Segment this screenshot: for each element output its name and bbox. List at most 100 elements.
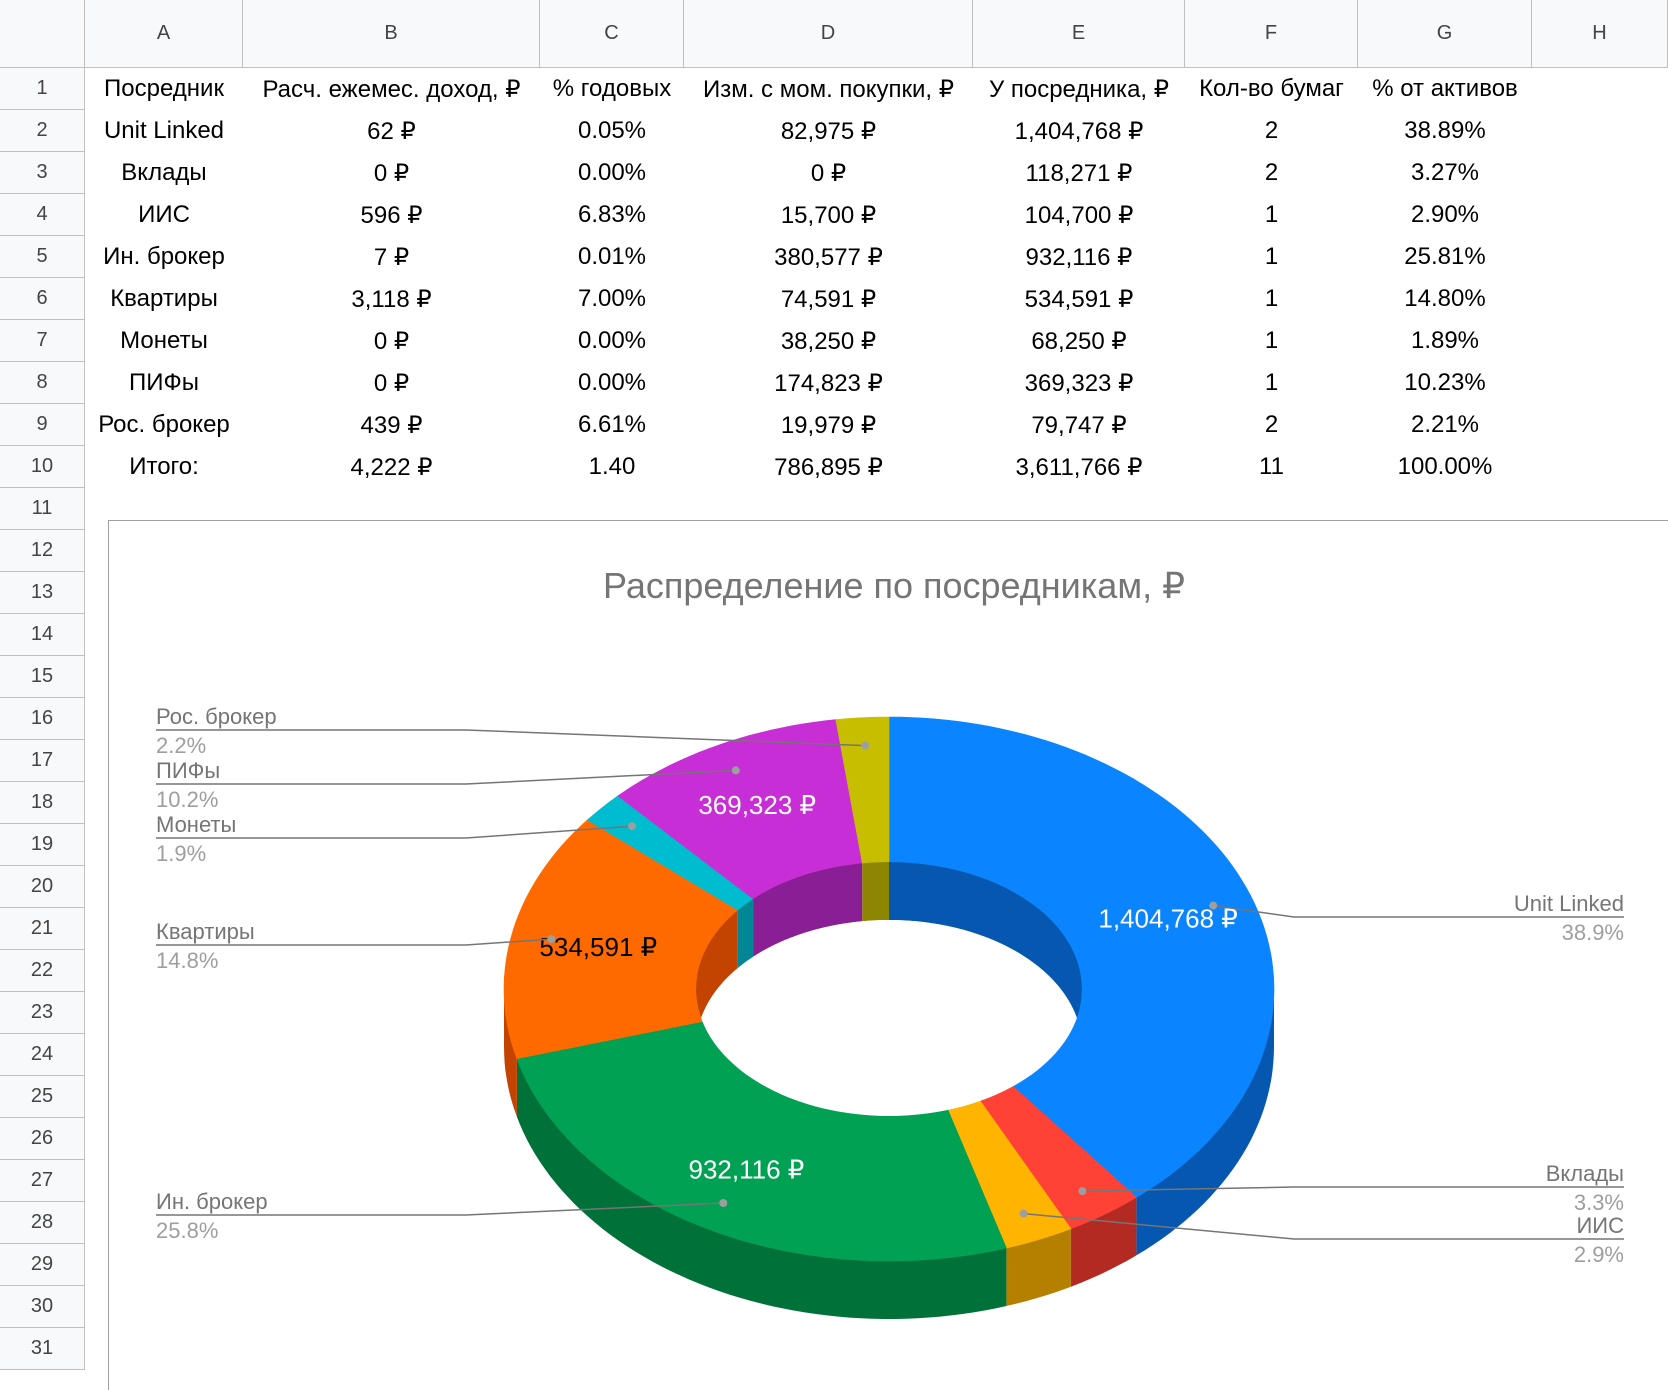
table-cell[interactable]: 4,222 ₽ bbox=[350, 453, 433, 481]
header-cell[interactable]: Кол-во бумаг bbox=[1199, 75, 1344, 102]
row-header-27[interactable]: 27 bbox=[0, 1160, 85, 1202]
table-cell[interactable]: 79,747 ₽ bbox=[1031, 411, 1127, 439]
column-header-A[interactable]: A bbox=[85, 0, 243, 68]
table-cell[interactable]: 25.81% bbox=[1404, 243, 1486, 270]
table-cell[interactable]: 3,611,766 ₽ bbox=[1015, 453, 1143, 481]
row-header-17[interactable]: 17 bbox=[0, 740, 85, 782]
row-header-26[interactable]: 26 bbox=[0, 1118, 85, 1160]
table-cell[interactable]: 369,323 ₽ bbox=[1024, 369, 1134, 397]
table-cell[interactable]: 62 ₽ bbox=[367, 117, 416, 145]
table-cell[interactable]: 2.90% bbox=[1410, 201, 1480, 228]
table-cell[interactable]: 1 bbox=[1264, 369, 1279, 396]
header-cell[interactable]: % годовых bbox=[552, 75, 672, 102]
table-cell[interactable]: 104,700 ₽ bbox=[1024, 201, 1134, 229]
table-cell[interactable]: 6.83% bbox=[577, 201, 647, 228]
table-cell[interactable]: 15,700 ₽ bbox=[780, 201, 877, 229]
table-cell[interactable]: 7.00% bbox=[577, 285, 647, 312]
table-cell[interactable]: 0.00% bbox=[577, 159, 647, 186]
table-cell[interactable]: 596 ₽ bbox=[360, 201, 423, 229]
row-header-5[interactable]: 5 bbox=[0, 236, 85, 278]
table-cell[interactable]: 1 bbox=[1264, 243, 1279, 270]
table-cell[interactable]: 1.89% bbox=[1410, 327, 1480, 354]
column-header-G[interactable]: G bbox=[1358, 0, 1532, 68]
table-cell[interactable]: 0 ₽ bbox=[373, 159, 410, 187]
select-all-corner[interactable] bbox=[0, 0, 85, 68]
row-header-8[interactable]: 8 bbox=[0, 362, 85, 404]
header-cell[interactable]: % от активов bbox=[1372, 75, 1518, 102]
column-header-H[interactable]: H bbox=[1532, 0, 1668, 68]
table-cell[interactable]: Unit Linked bbox=[103, 117, 225, 144]
table-cell[interactable]: 2 bbox=[1264, 117, 1279, 144]
row-header-7[interactable]: 7 bbox=[0, 320, 85, 362]
table-cell[interactable]: 2 bbox=[1264, 159, 1279, 186]
table-cell[interactable]: 1 bbox=[1264, 285, 1279, 312]
donut-chart[interactable]: Распределение по посредникам, ₽ 1,404,768… bbox=[109, 521, 1668, 1390]
table-cell[interactable]: 3,118 ₽ bbox=[351, 285, 432, 313]
table-cell[interactable]: 82,975 ₽ bbox=[780, 117, 877, 145]
row-header-1[interactable]: 1 bbox=[0, 68, 85, 110]
table-cell[interactable]: 380,577 ₽ bbox=[774, 243, 883, 271]
row-header-20[interactable]: 20 bbox=[0, 866, 85, 908]
row-header-18[interactable]: 18 bbox=[0, 782, 85, 824]
table-cell[interactable]: 38,250 ₽ bbox=[780, 327, 877, 355]
table-cell[interactable]: 174,823 ₽ bbox=[774, 369, 883, 397]
row-header-9[interactable]: 9 bbox=[0, 404, 85, 446]
column-header-E[interactable]: E bbox=[973, 0, 1185, 68]
table-cell[interactable]: 14.80% bbox=[1404, 285, 1486, 312]
row-header-12[interactable]: 12 bbox=[0, 530, 85, 572]
table-cell[interactable]: 0 ₽ bbox=[373, 369, 410, 397]
column-header-D[interactable]: D bbox=[684, 0, 973, 68]
table-cell[interactable]: 786,895 ₽ bbox=[774, 453, 883, 481]
table-cell[interactable]: 0 ₽ bbox=[373, 327, 410, 355]
table-cell[interactable]: Итого: bbox=[129, 453, 199, 480]
row-header-24[interactable]: 24 bbox=[0, 1034, 85, 1076]
row-header-16[interactable]: 16 bbox=[0, 698, 85, 740]
table-cell[interactable]: 0 ₽ bbox=[810, 159, 847, 187]
table-cell[interactable]: 118,271 ₽ bbox=[1025, 159, 1133, 187]
row-header-15[interactable]: 15 bbox=[0, 656, 85, 698]
column-header-F[interactable]: F bbox=[1185, 0, 1358, 68]
table-cell[interactable]: 534,591 ₽ bbox=[1024, 285, 1134, 313]
table-cell[interactable]: Квартиры bbox=[110, 285, 218, 312]
table-cell[interactable]: 19,979 ₽ bbox=[780, 411, 877, 439]
table-cell[interactable]: 74,591 ₽ bbox=[780, 285, 877, 313]
row-header-21[interactable]: 21 bbox=[0, 908, 85, 950]
table-cell[interactable]: Рос. брокер bbox=[98, 411, 230, 438]
table-cell[interactable]: 0.05% bbox=[577, 117, 647, 144]
row-header-23[interactable]: 23 bbox=[0, 992, 85, 1034]
table-cell[interactable]: Ин. брокер bbox=[103, 243, 225, 270]
row-header-30[interactable]: 30 bbox=[0, 1286, 85, 1328]
row-header-13[interactable]: 13 bbox=[0, 572, 85, 614]
table-cell[interactable]: 6.61% bbox=[577, 411, 647, 438]
header-cell[interactable]: У посредника, ₽ bbox=[988, 75, 1170, 103]
header-cell[interactable]: Расч. ежемес. доход, ₽ bbox=[262, 75, 521, 103]
table-cell[interactable]: 3.27% bbox=[1410, 159, 1480, 186]
table-cell[interactable]: 1,404,768 ₽ bbox=[1014, 117, 1144, 145]
column-header-C[interactable]: C bbox=[540, 0, 684, 68]
table-cell[interactable]: 439 ₽ bbox=[360, 411, 423, 439]
table-cell[interactable]: ПИФы bbox=[129, 369, 199, 396]
row-header-14[interactable]: 14 bbox=[0, 614, 85, 656]
row-header-3[interactable]: 3 bbox=[0, 152, 85, 194]
row-header-25[interactable]: 25 bbox=[0, 1076, 85, 1118]
table-cell[interactable]: 68,250 ₽ bbox=[1031, 327, 1127, 355]
row-header-28[interactable]: 28 bbox=[0, 1202, 85, 1244]
header-cell[interactable]: Изм. с мом. покупки, ₽ bbox=[702, 75, 955, 103]
table-cell[interactable]: 7 ₽ bbox=[373, 243, 410, 271]
column-header-B[interactable]: B bbox=[243, 0, 540, 68]
table-cell[interactable]: 1 bbox=[1264, 327, 1279, 354]
chart-container[interactable]: Распределение по посредникам, ₽ 1,404,768… bbox=[108, 520, 1668, 1390]
table-cell[interactable]: 38.89% bbox=[1404, 117, 1486, 144]
table-cell[interactable]: 100.00% bbox=[1397, 453, 1493, 480]
table-cell[interactable]: ИИС bbox=[138, 201, 190, 228]
row-header-2[interactable]: 2 bbox=[0, 110, 85, 152]
table-cell[interactable]: 11 bbox=[1259, 453, 1284, 480]
header-cell[interactable]: Посредник bbox=[104, 75, 224, 102]
table-cell[interactable]: 2 bbox=[1264, 411, 1279, 438]
table-cell[interactable]: 0.00% bbox=[577, 327, 647, 354]
row-header-6[interactable]: 6 bbox=[0, 278, 85, 320]
row-header-22[interactable]: 22 bbox=[0, 950, 85, 992]
table-cell[interactable]: 0.00% bbox=[577, 369, 647, 396]
row-header-29[interactable]: 29 bbox=[0, 1244, 85, 1286]
table-cell[interactable]: 932,116 ₽ bbox=[1025, 243, 1133, 271]
